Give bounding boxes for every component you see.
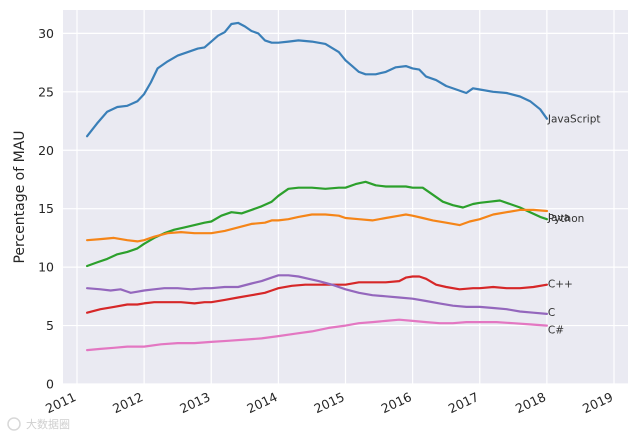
watermark: 大数据圈 xyxy=(7,417,70,431)
x-tick-label: 2017 xyxy=(446,389,481,416)
y-axis-title: Percentage of MAU xyxy=(12,130,28,263)
x-tick-label: 2018 xyxy=(513,389,548,416)
series-line-cpp xyxy=(85,275,549,314)
series-label-java: Java xyxy=(547,212,570,224)
y-tick-label: 15 xyxy=(38,201,54,216)
y-tick-label: 20 xyxy=(38,143,54,158)
series-label-javascript: JavaScript xyxy=(547,114,601,126)
series-line-c xyxy=(85,274,549,315)
y-tick-label: 5 xyxy=(46,318,54,333)
series-label-cpp: C++ xyxy=(548,279,573,291)
series-label-c-sharp: C# xyxy=(548,325,564,337)
y-tick-label: 30 xyxy=(38,26,54,41)
x-tick-label: 2012 xyxy=(110,389,145,416)
y-tick-label: 0 xyxy=(46,377,54,392)
series-lines xyxy=(85,21,549,352)
x-tick-label: 2016 xyxy=(379,389,414,416)
watermark-logo-icon xyxy=(7,417,21,431)
watermark-text: 大数据圈 xyxy=(26,417,70,431)
x-tick-label: 2013 xyxy=(177,389,212,416)
y-tick-label: 10 xyxy=(38,260,54,275)
x-tick-label: 2014 xyxy=(244,389,279,416)
x-tick-labels: 2011 2012 2013 2014 2015 2016 2017 2018 2019 xyxy=(43,389,615,416)
x-tick-label: 2011 xyxy=(43,389,78,416)
series-line-javascript xyxy=(85,21,549,138)
y-tick-labels: 0 5 10 15 20 25 30 xyxy=(38,26,54,392)
series-label-c: C xyxy=(548,307,555,319)
series-line-java xyxy=(85,208,549,243)
series-label-python: Python xyxy=(548,213,584,225)
y-tick-label: 25 xyxy=(38,84,54,99)
x-tick-label: 2015 xyxy=(312,389,347,416)
series-line-c-sharp xyxy=(85,318,549,352)
x-tick-label: 2019 xyxy=(580,389,615,416)
